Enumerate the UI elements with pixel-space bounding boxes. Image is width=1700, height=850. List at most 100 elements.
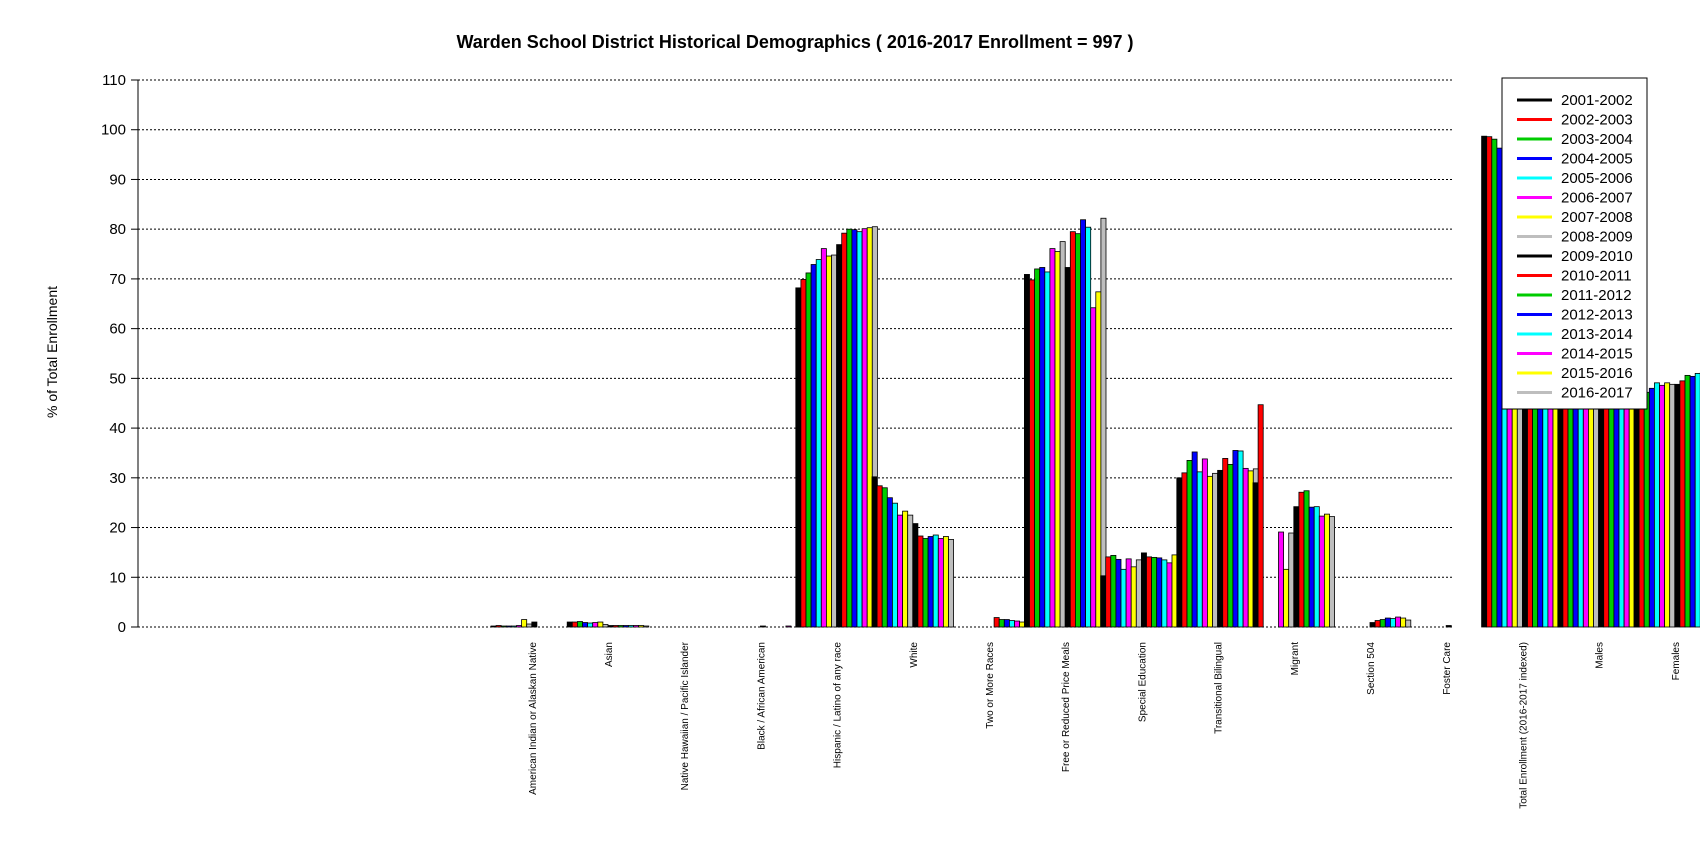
legend-label: 2012-2013 <box>1561 307 1633 324</box>
bar <box>1445 625 1452 628</box>
bar <box>1196 471 1203 628</box>
bar <box>1095 291 1102 628</box>
bar <box>815 259 822 628</box>
bar <box>1090 307 1097 628</box>
bar <box>1232 450 1239 628</box>
bar <box>1029 279 1035 628</box>
legend-label: 2009-2010 <box>1561 248 1633 265</box>
bar <box>856 231 863 628</box>
bar <box>795 287 802 628</box>
bar <box>1242 467 1249 628</box>
bar <box>597 621 604 628</box>
category-label: American Indian or Alaskan Native <box>528 642 539 795</box>
bar <box>907 514 914 628</box>
bar <box>1308 506 1315 628</box>
legend-label: 2015-2016 <box>1561 365 1633 382</box>
y-tick-label: 80 <box>109 221 126 238</box>
y-axis-label: % of Total Enrollment <box>44 286 60 418</box>
bar <box>1669 383 1676 628</box>
bar <box>1176 477 1183 628</box>
category-labels: American Indian or Alaskan Native Asian Na… <box>528 641 1682 808</box>
bar <box>1324 513 1330 628</box>
category-label: Two or More Races <box>985 642 996 729</box>
bar <box>1009 620 1015 628</box>
bar <box>937 538 944 628</box>
bar <box>1593 371 1599 628</box>
bar <box>1395 616 1401 628</box>
bar <box>1613 381 1620 628</box>
bar <box>902 510 909 628</box>
bar <box>1207 475 1213 628</box>
legend-label: 2010-2011 <box>1561 268 1632 285</box>
bar <box>643 625 650 628</box>
bar <box>1135 559 1142 628</box>
y-tick-label: 10 <box>109 569 126 586</box>
bar <box>638 625 645 628</box>
bar <box>628 625 634 628</box>
bar <box>1664 382 1671 628</box>
bar <box>1014 620 1020 628</box>
bar <box>861 228 868 628</box>
bar <box>1161 559 1168 628</box>
bar <box>1618 383 1625 628</box>
legend-label: 2016-2017 <box>1561 385 1633 402</box>
bar <box>612 625 619 628</box>
bar <box>1374 620 1381 628</box>
bar <box>1654 382 1660 628</box>
bar <box>1110 554 1117 628</box>
bar <box>500 625 507 628</box>
bar <box>1141 552 1147 628</box>
bar <box>566 621 573 628</box>
bar <box>1588 372 1594 628</box>
bar <box>1638 393 1645 628</box>
bar <box>1171 554 1178 628</box>
bar <box>1019 621 1026 628</box>
bar <box>1303 490 1310 628</box>
y-tick-label: 70 <box>109 271 126 288</box>
bar <box>1034 268 1041 628</box>
category-label: Migrant <box>1290 642 1301 676</box>
bar <box>1186 460 1193 628</box>
y-tick-label: 90 <box>109 171 126 188</box>
y-tick-label: 100 <box>101 122 126 139</box>
bar <box>531 621 538 628</box>
legend-label: 2005-2006 <box>1561 170 1633 187</box>
bar <box>633 625 639 628</box>
bar <box>1329 516 1335 628</box>
legend-label: 2013-2014 <box>1561 326 1633 343</box>
bar <box>1217 469 1224 628</box>
bar <box>1608 379 1615 628</box>
bar <box>617 625 624 628</box>
bar <box>1151 556 1158 628</box>
bar <box>622 625 629 628</box>
y-tick-label: 110 <box>102 72 126 89</box>
bar <box>760 625 766 628</box>
bar <box>1689 375 1696 628</box>
bar <box>577 621 583 628</box>
legend-label: 2004-2005 <box>1561 151 1633 168</box>
bar <box>516 625 522 628</box>
category-label: Transitional Bilingual <box>1214 642 1225 734</box>
bar <box>1486 136 1493 628</box>
bar <box>1694 372 1700 628</box>
bar <box>886 497 893 628</box>
bar <box>1125 558 1132 628</box>
bar <box>1049 248 1056 628</box>
bar <box>592 622 599 628</box>
bar <box>1085 226 1092 628</box>
bar <box>785 625 792 628</box>
bar <box>998 619 1005 628</box>
y-tick-label: 0 <box>118 619 126 636</box>
chart-title: Warden School District Historical Demogr… <box>456 32 1133 52</box>
bar <box>1400 617 1407 628</box>
bar <box>1643 391 1650 628</box>
bar <box>1379 619 1386 628</box>
bar <box>917 535 924 628</box>
bar <box>820 248 827 628</box>
bar <box>1059 241 1066 628</box>
bar <box>1191 451 1198 628</box>
category-label: Special Education <box>1137 642 1148 722</box>
bar <box>602 624 609 628</box>
